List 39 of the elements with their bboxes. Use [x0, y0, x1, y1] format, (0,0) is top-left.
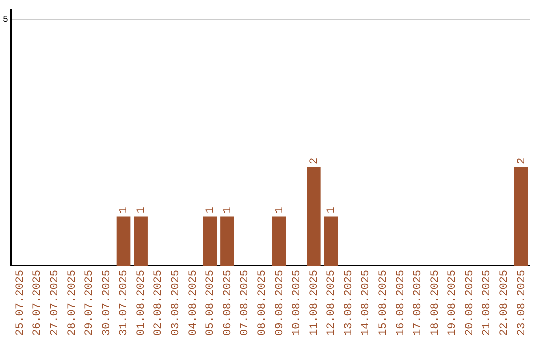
x-tick-label: 10.08.2025 — [292, 270, 304, 336]
x-tick-label: 25.07.2025 — [14, 270, 27, 336]
x-tick-label: 23.08.2025 — [516, 270, 528, 336]
x-tick-label: 22.08.2025 — [498, 270, 511, 336]
x-tick-label: 13.08.2025 — [343, 270, 356, 336]
x-tick-label: 28.07.2025 — [66, 270, 79, 336]
x-tick-label: 15.08.2025 — [378, 270, 390, 336]
data-label: 1 — [205, 206, 218, 214]
x-tick-label: 02.08.2025 — [153, 270, 166, 336]
x-tick-label: 27.07.2025 — [50, 270, 62, 336]
data-label: 1 — [274, 206, 286, 214]
x-tick-label: 11.08.2025 — [308, 270, 321, 336]
x-tick-label: 16.08.2025 — [395, 270, 408, 336]
data-label: 2 — [516, 158, 528, 165]
x-tick-label: 31.07.2025 — [118, 270, 131, 336]
x-tick-label: 08.08.2025 — [256, 270, 269, 336]
data-label: 1 — [136, 206, 148, 214]
data-label: 1 — [118, 206, 131, 214]
x-tick-label: 03.08.2025 — [170, 270, 183, 336]
x-tick-label: 05.08.2025 — [205, 270, 218, 336]
x-tick-label: 01.08.2025 — [136, 270, 148, 336]
x-tick-label: 17.08.2025 — [412, 270, 425, 336]
x-tick-label: 18.08.2025 — [430, 270, 442, 336]
x-tick-label: 20.08.2025 — [464, 270, 476, 336]
x-tick-label: 26.07.2025 — [32, 270, 44, 336]
x-tick-label: 29.07.2025 — [84, 270, 96, 336]
x-tick-label: 12.08.2025 — [326, 270, 338, 336]
x-tick-label: 04.08.2025 — [188, 270, 200, 336]
x-tick-label: 06.08.2025 — [222, 270, 234, 336]
y-tick-label: 5 — [2, 15, 8, 26]
x-tick-label: 21.08.2025 — [482, 270, 494, 336]
x-tick-label: 19.08.2025 — [447, 270, 460, 336]
x-tick-label: 09.08.2025 — [274, 270, 286, 336]
data-label: 2 — [308, 158, 321, 165]
x-tick-label: 30.07.2025 — [101, 270, 114, 336]
x-tick-label: 07.08.2025 — [240, 270, 252, 336]
data-label: 1 — [326, 206, 338, 214]
x-tick-label: 14.08.2025 — [360, 270, 373, 336]
data-label: 1 — [222, 206, 234, 214]
